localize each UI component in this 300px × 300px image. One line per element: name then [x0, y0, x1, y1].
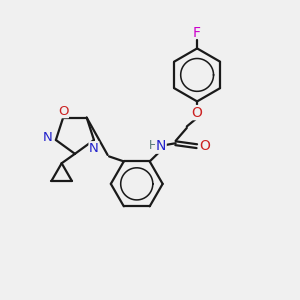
Text: N: N	[156, 139, 166, 153]
Text: H: H	[148, 139, 157, 152]
Text: O: O	[200, 139, 211, 153]
Text: N: N	[43, 130, 52, 143]
Text: O: O	[58, 105, 68, 118]
Text: O: O	[192, 106, 203, 120]
Text: N: N	[89, 142, 99, 155]
Text: F: F	[193, 26, 201, 40]
